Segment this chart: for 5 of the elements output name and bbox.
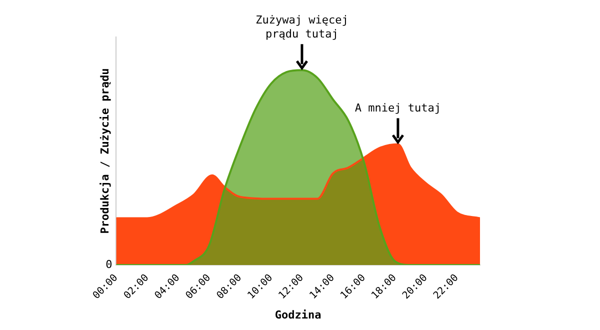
- annotation: Zużywaj więcej prądu tutaj: [256, 13, 348, 40]
- text: 0: [106, 258, 112, 271]
- y-axis-title: Produkcja / Zużycie prądu: [98, 68, 112, 234]
- x-axis-title: Godzina: [274, 308, 322, 322]
- annotation: A mniej tutaj: [354, 102, 441, 115]
